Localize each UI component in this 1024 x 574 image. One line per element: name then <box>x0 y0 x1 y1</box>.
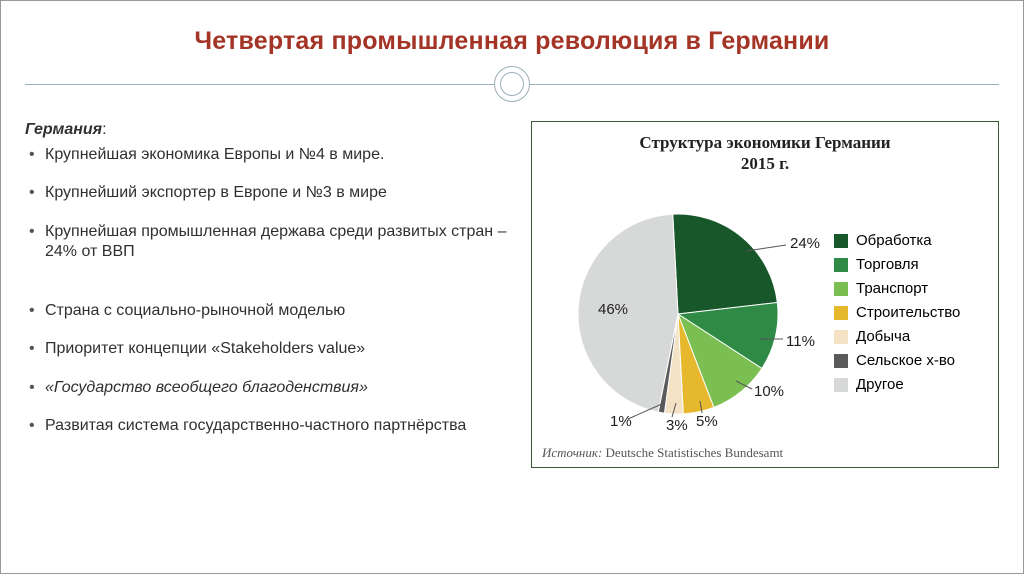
pct-label-agriculture: 1% <box>610 413 632 430</box>
pct-label-mining: 3% <box>666 417 688 434</box>
bullet-item: Крупнейшая промышленная держава среди ра… <box>25 222 513 263</box>
legend-item-construction: Строительство <box>834 304 992 321</box>
divider-ring-icon <box>494 66 530 102</box>
chart-title-line1: Структура экономики Германии <box>639 133 890 152</box>
legend-swatch <box>834 282 848 296</box>
chart-row: 24% 11% 10% 5% 3% 1% 46% Обработка Торговля Тран… <box>538 179 992 439</box>
country-label: Германия <box>25 121 102 138</box>
legend-swatch <box>834 378 848 392</box>
bullet-item: Развитая система государственно-частного… <box>25 416 513 436</box>
left-column: Германия: Крупнейшая экономика Европы и … <box>25 121 513 553</box>
legend-item-agriculture: Сельское х-во <box>834 352 992 369</box>
right-column: Структура экономики Германии 2015 г. 24%… <box>531 121 999 553</box>
legend-item-transport: Транспорт <box>834 280 992 297</box>
pct-label-processing: 24% <box>790 235 820 252</box>
legend-item-trade: Торговля <box>834 256 992 273</box>
legend-item-mining: Добыча <box>834 328 992 345</box>
pie-chart <box>538 179 828 439</box>
pct-label-other: 46% <box>598 301 628 318</box>
bullet-item: Крупнейший экспортер в Европе и №3 в мир… <box>25 183 513 203</box>
chart-title-line2: 2015 г. <box>741 154 789 173</box>
slide: Четвертая промышленная революция в Герма… <box>0 0 1024 574</box>
legend: Обработка Торговля Транспорт Строительство Д… <box>828 217 992 400</box>
legend-item-processing: Обработка <box>834 232 992 249</box>
pie-slice-processing <box>673 208 778 313</box>
legend-label: Обработка <box>856 232 932 249</box>
legend-label: Строительство <box>856 304 960 321</box>
bullet-item: Приоритет концепции «Stakeholders value» <box>25 339 513 359</box>
chart-title: Структура экономики Германии 2015 г. <box>538 132 992 175</box>
bullet-item: Страна с социально-рыночной моделью <box>25 301 513 321</box>
legend-swatch <box>834 234 848 248</box>
title-divider <box>1 66 1023 106</box>
legend-label: Сельское х-во <box>856 352 955 369</box>
legend-swatch <box>834 354 848 368</box>
source-label: Источник: <box>542 445 602 460</box>
legend-label: Торговля <box>856 256 919 273</box>
legend-swatch <box>834 330 848 344</box>
pct-label-transport: 10% <box>754 383 784 400</box>
pct-label-construction: 5% <box>696 413 718 430</box>
bullet-gap <box>25 281 513 295</box>
pct-label-trade: 11% <box>786 333 815 350</box>
legend-swatch <box>834 306 848 320</box>
pie-wrap: 24% 11% 10% 5% 3% 1% 46% <box>538 179 828 439</box>
legend-label: Транспорт <box>856 280 928 297</box>
body: Германия: Крупнейшая экономика Европы и … <box>25 121 999 553</box>
legend-label: Добыча <box>856 328 910 345</box>
colon: : <box>102 121 106 138</box>
bullet-list: Крупнейшая экономика Европы и №4 в мире.… <box>25 145 513 437</box>
legend-swatch <box>834 258 848 272</box>
page-title: Четвертая промышленная революция в Герма… <box>1 1 1023 56</box>
legend-item-other: Другое <box>834 376 992 393</box>
chart-card: Структура экономики Германии 2015 г. 24%… <box>531 121 999 468</box>
source-text: Deutsche Statistisches Bundesamt <box>602 445 783 460</box>
bullet-item: «Государство всеобщего благоденствия» <box>25 378 513 398</box>
bullet-item: Крупнейшая экономика Европы и №4 в мире. <box>25 145 513 165</box>
chart-source: Источник: Deutsche Statistisches Bundesa… <box>538 445 992 461</box>
legend-label: Другое <box>856 376 904 393</box>
